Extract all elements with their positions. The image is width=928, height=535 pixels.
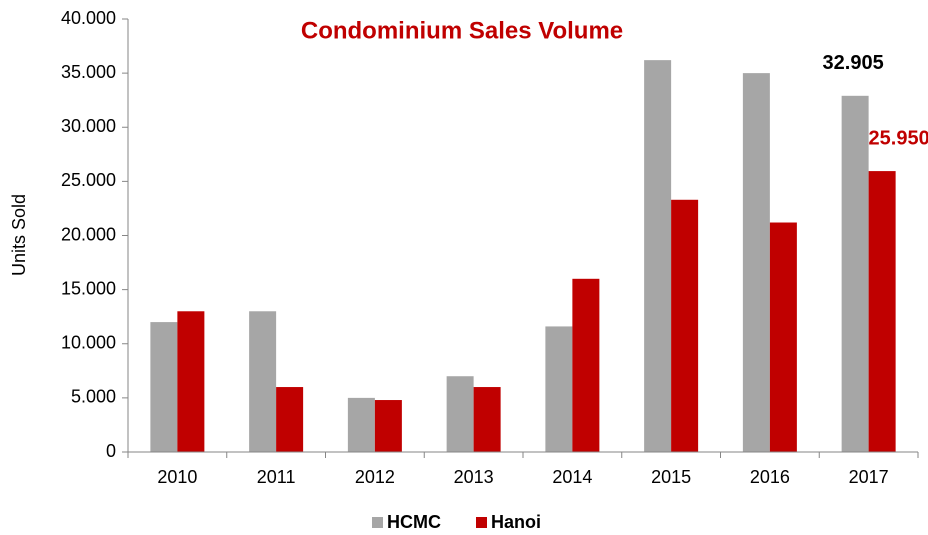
- bar: [177, 311, 205, 452]
- y-tick-label: 5.000: [71, 387, 116, 407]
- bar: [446, 376, 474, 452]
- value-label: 25.950: [869, 127, 928, 149]
- bar: [150, 322, 178, 452]
- legend-label: HCMC: [387, 512, 441, 532]
- bar: [249, 311, 277, 452]
- bar: [644, 60, 672, 452]
- chart-title: Condominium Sales Volume: [301, 17, 623, 44]
- y-axis-label: Units Sold: [9, 194, 29, 276]
- x-tick-label: 2014: [552, 467, 592, 487]
- legend-swatch: [372, 517, 383, 528]
- y-tick-label: 10.000: [61, 333, 116, 353]
- bar: [473, 387, 501, 452]
- x-tick-label: 2017: [849, 467, 889, 487]
- bar: [868, 171, 896, 452]
- y-tick-label: 15.000: [61, 278, 116, 298]
- legend-swatch: [476, 517, 487, 528]
- legend-label: Hanoi: [491, 512, 541, 532]
- value-label: 32.905: [823, 52, 884, 74]
- x-tick-label: 2012: [355, 467, 395, 487]
- bar: [841, 95, 869, 452]
- x-tick-label: 2015: [651, 467, 691, 487]
- bar: [347, 397, 375, 452]
- x-tick-label: 2011: [257, 467, 296, 487]
- bar: [671, 199, 699, 452]
- x-tick-label: 2013: [454, 467, 494, 487]
- y-tick-label: 25.000: [61, 170, 116, 190]
- x-tick-label: 2010: [157, 467, 197, 487]
- bar: [742, 73, 770, 452]
- bar: [545, 326, 573, 452]
- bar: [769, 222, 797, 452]
- bar: [276, 387, 304, 452]
- bar: [374, 400, 402, 452]
- y-tick-label: 0: [106, 441, 116, 461]
- y-tick-label: 20.000: [61, 224, 116, 244]
- x-tick-label: 2016: [750, 467, 790, 487]
- y-tick-label: 40.000: [61, 8, 116, 28]
- y-tick-label: 30.000: [61, 116, 116, 136]
- bar: [572, 278, 600, 452]
- y-tick-label: 35.000: [61, 62, 116, 82]
